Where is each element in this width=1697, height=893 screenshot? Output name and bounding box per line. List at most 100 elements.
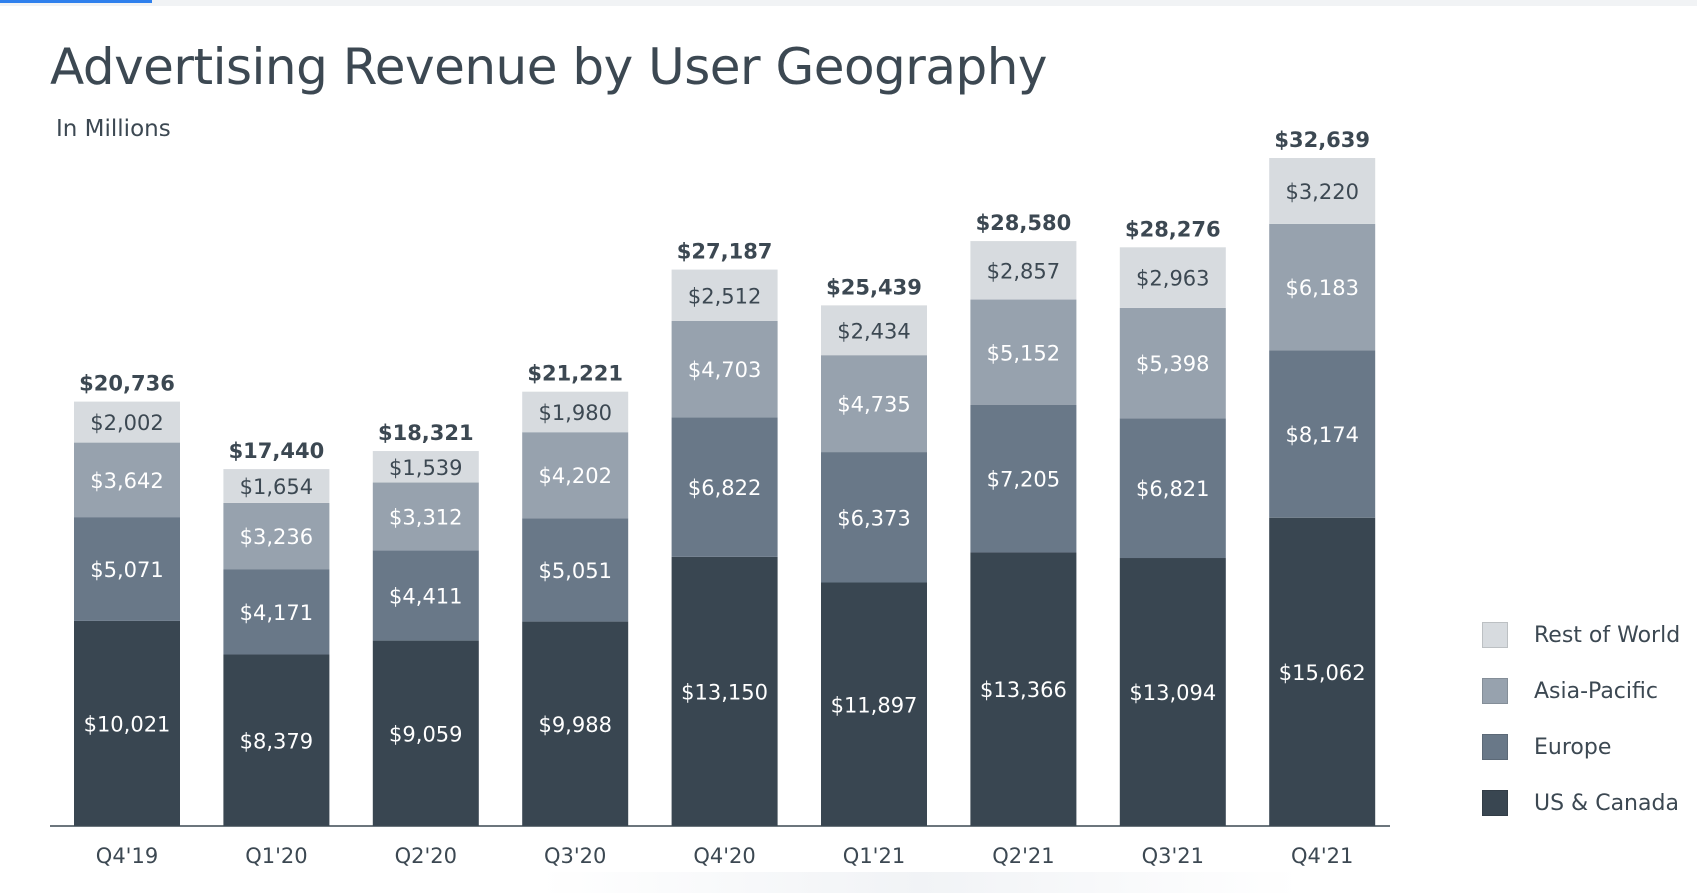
legend-label-europe: Europe <box>1534 735 1612 760</box>
legend-swatch-asia-pacific <box>1482 678 1508 704</box>
bar-segment-europe <box>671 417 778 557</box>
chart-title: Advertising Revenue by User Geography <box>50 38 1048 96</box>
total-label: $28,580 <box>976 211 1072 235</box>
segment-label-europe: $5,071 <box>90 558 163 582</box>
x-tick-label: Q4'20 <box>693 844 755 868</box>
segment-label-us-canada: $9,988 <box>538 713 611 737</box>
x-tick-label: Q4'21 <box>1291 844 1353 868</box>
segment-label-us-canada: $13,094 <box>1129 681 1216 705</box>
segment-label-us-canada: $13,366 <box>980 678 1067 702</box>
x-tick-label: Q2'20 <box>395 844 457 868</box>
legend-label-rest-of-world: Rest of World <box>1534 623 1681 648</box>
segment-label-asia-pacific: $4,703 <box>688 358 761 382</box>
bar-segment-rest-of-world <box>671 269 778 321</box>
bar-segment-us-canada <box>522 621 629 826</box>
segment-label-rest-of-world: $2,857 <box>987 259 1060 283</box>
segment-label-rest-of-world: $1,980 <box>538 401 611 425</box>
bar-segment-rest-of-world <box>821 305 927 356</box>
segment-label-rest-of-world: $1,539 <box>389 456 462 480</box>
segment-label-us-canada: $10,021 <box>84 712 171 736</box>
bar-segment-asia-pacific <box>671 320 778 418</box>
segment-label-asia-pacific: $3,312 <box>389 505 462 529</box>
segment-label-us-canada: $15,062 <box>1279 661 1366 685</box>
bar-segment-europe <box>372 550 479 641</box>
bar-segment-europe <box>522 518 629 622</box>
x-tick-label: Q1'20 <box>245 844 307 868</box>
segment-label-asia-pacific: $4,735 <box>837 393 910 417</box>
bar-segment-us-canada <box>223 654 330 826</box>
segment-label-europe: $6,822 <box>688 476 761 500</box>
x-tick-label: Q3'21 <box>1142 844 1204 868</box>
total-label: $27,187 <box>677 240 773 264</box>
top-divider <box>0 0 1697 6</box>
bar-segment-rest-of-world <box>223 469 330 503</box>
segment-label-asia-pacific: $3,642 <box>90 469 163 493</box>
total-label: $25,439 <box>826 275 922 299</box>
segment-label-asia-pacific: $4,202 <box>538 464 611 488</box>
x-tick-label: Q1'21 <box>843 844 905 868</box>
bar-segment-rest-of-world <box>522 391 629 433</box>
segment-label-rest-of-world: $2,512 <box>688 284 761 308</box>
segment-label-asia-pacific: $5,152 <box>987 341 1060 365</box>
legend-swatch-rest-of-world <box>1482 622 1508 648</box>
bar-segment-asia-pacific <box>970 299 1077 405</box>
segment-label-asia-pacific: $6,183 <box>1285 276 1358 300</box>
bar-segment-europe <box>74 517 180 621</box>
bar-segment-europe <box>1119 418 1226 559</box>
bar-segment-asia-pacific <box>223 502 330 570</box>
bar-segment-europe <box>821 452 927 583</box>
segment-label-europe: $5,051 <box>538 559 611 583</box>
bar-segment-rest-of-world <box>1119 247 1226 308</box>
bar-segment-europe <box>1269 350 1376 518</box>
total-label: $28,276 <box>1125 217 1221 241</box>
segment-label-us-canada: $11,897 <box>831 693 918 717</box>
x-tick-label: Q2'21 <box>992 844 1054 868</box>
bar-segment-rest-of-world <box>970 241 1077 300</box>
segment-label-rest-of-world: $3,220 <box>1285 180 1358 204</box>
segment-label-rest-of-world: $2,434 <box>837 319 910 343</box>
legend-swatch-europe <box>1482 734 1508 760</box>
bar-segment-us-canada <box>821 582 927 826</box>
total-label: $21,221 <box>527 362 623 386</box>
segment-label-us-canada: $13,150 <box>681 680 768 704</box>
segment-label-rest-of-world: $1,654 <box>240 475 313 499</box>
segment-label-rest-of-world: $2,002 <box>90 411 163 435</box>
segment-label-europe: $4,171 <box>240 601 313 625</box>
segment-label-rest-of-world: $2,963 <box>1136 267 1209 291</box>
bar-segment-rest-of-world <box>74 401 180 443</box>
legend-label-us-canada: US & Canada <box>1534 791 1679 816</box>
segment-label-us-canada: $9,059 <box>389 722 462 746</box>
top-accent-bar <box>0 0 152 3</box>
x-tick-label: Q3'20 <box>544 844 606 868</box>
segment-label-europe: $6,821 <box>1136 477 1209 501</box>
bar-segment-us-canada <box>1269 517 1376 826</box>
bar-segment-asia-pacific <box>522 432 629 519</box>
total-label: $20,736 <box>79 372 175 396</box>
bar-segment-us-canada <box>74 620 180 826</box>
segment-label-asia-pacific: $3,236 <box>240 525 313 549</box>
bar-segment-asia-pacific <box>1119 307 1226 419</box>
total-label: $32,639 <box>1274 128 1370 152</box>
bar-segment-us-canada <box>372 640 479 826</box>
legend-label-asia-pacific: Asia-Pacific <box>1534 679 1658 704</box>
chart-subtitle: In Millions <box>56 116 171 142</box>
bottom-shadow <box>540 872 1300 893</box>
bar-segment-us-canada <box>970 552 1077 826</box>
bar-segment-europe <box>223 569 330 655</box>
bar-segment-asia-pacific <box>74 442 180 518</box>
bar-segment-asia-pacific <box>821 355 927 453</box>
segment-label-europe: $7,205 <box>987 468 1060 492</box>
segment-label-europe: $6,373 <box>837 506 910 530</box>
bar-segment-rest-of-world <box>372 451 479 483</box>
segment-label-us-canada: $8,379 <box>240 729 313 753</box>
segment-label-europe: $4,411 <box>389 584 462 608</box>
x-tick-label: Q4'19 <box>96 844 158 868</box>
bar-segment-us-canada <box>1119 558 1226 826</box>
bar-segment-asia-pacific <box>1269 223 1376 351</box>
bar-segment-europe <box>970 404 1077 553</box>
total-label: $17,440 <box>229 439 325 463</box>
bar-segment-asia-pacific <box>372 482 479 551</box>
legend-swatch-us-canada <box>1482 790 1508 816</box>
total-label: $18,321 <box>378 421 474 445</box>
